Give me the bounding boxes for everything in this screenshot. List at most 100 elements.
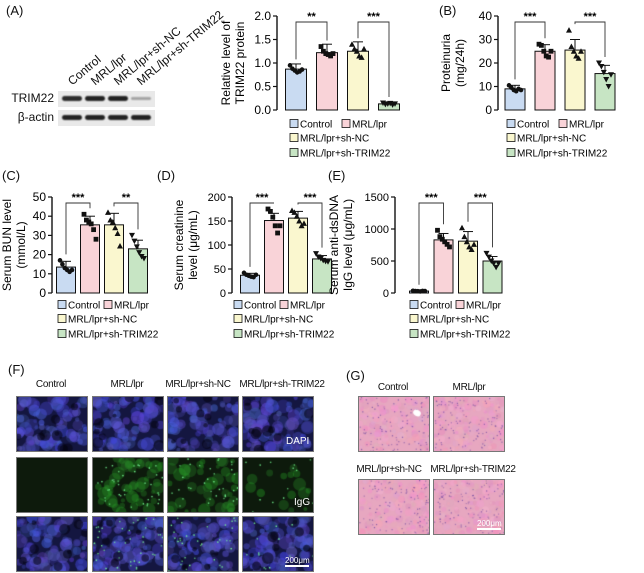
legend-swatch — [233, 300, 243, 309]
data-point — [598, 64, 605, 70]
data-point — [447, 244, 452, 250]
significance-bracket — [113, 202, 139, 230]
bar-MRL/lpr+sh-TRIM22 — [378, 103, 400, 111]
legend-swatch — [409, 300, 419, 309]
legend-swatch — [506, 133, 516, 142]
data-point — [109, 218, 116, 225]
y-tick-label: 100 — [208, 240, 226, 252]
legend-label: MRL/lpr+sh-NC — [68, 315, 137, 326]
bar-MRL/lpr+sh-TRIM22 — [128, 248, 148, 294]
data-point — [141, 255, 147, 262]
chart-A: 0.0 0.5 1.0 1.5 2.0 Relative level of TRIM22 p… — [219, 9, 400, 160]
y-axis-label: Serum BUN level — [0, 199, 14, 291]
data-point — [439, 236, 445, 242]
legend-swatch — [409, 329, 419, 338]
igg-tag: IgG — [294, 497, 311, 508]
fluorescence-image — [92, 516, 164, 572]
legend-swatch — [233, 314, 243, 323]
y-tick-label: 150 — [208, 216, 226, 228]
data-point — [315, 254, 322, 260]
data-point — [353, 48, 360, 54]
legend-swatch — [57, 314, 67, 323]
he-stained-image — [358, 396, 430, 452]
blot-band — [108, 115, 128, 120]
data-point — [600, 69, 607, 76]
chart-E: 0 500 1000 1500 Serum anti-dsDNA IgG level (μ… — [327, 192, 511, 341]
bar-MRL/lpr+sh-NC — [564, 49, 586, 111]
legend-label: Control — [517, 120, 549, 131]
column-title: Control — [377, 382, 409, 393]
significance-label: *** — [584, 11, 598, 23]
blot-band — [108, 96, 128, 101]
bar-Control — [285, 68, 307, 111]
legend-swatch — [289, 133, 299, 142]
legend-label: MRL/lpr — [114, 301, 150, 312]
data-point — [301, 220, 307, 226]
data-point — [325, 259, 331, 265]
legend-label: MRL/lpr+sh-TRIM22 — [244, 330, 335, 341]
significance-label: *** — [474, 192, 488, 204]
legend-swatch — [409, 314, 419, 323]
y-axis-label: (mg/24h) — [453, 39, 467, 87]
significance-label: ** — [122, 192, 131, 204]
y-tick-label: 20 — [33, 248, 47, 262]
data-point — [272, 223, 278, 229]
data-point — [277, 223, 283, 229]
column-title: MRL/lpr+sh-TRIM22 — [239, 379, 325, 390]
legend-label: MRL/lpr+sh-NC — [517, 134, 586, 145]
data-point — [546, 54, 551, 60]
panel-label-b: (B) — [439, 3, 457, 18]
legend-swatch — [57, 329, 67, 338]
data-point — [495, 261, 502, 267]
fluorescence-image — [16, 396, 88, 452]
data-point — [539, 42, 544, 48]
bar-MRL/lpr — [316, 52, 338, 111]
fluorescence-image — [16, 457, 88, 513]
data-point — [518, 87, 524, 93]
data-point — [114, 230, 121, 236]
bar-charts: 0.0 0.5 1.0 1.5 2.0 Relative level of TRIM22 p… — [0, 9, 616, 341]
significance-bracket — [357, 21, 390, 97]
data-point — [69, 267, 75, 273]
legend-label: MRL/lpr — [352, 120, 388, 131]
blot-band — [131, 97, 151, 100]
scale-bar-f: 200μm — [285, 556, 310, 567]
bar-MRL/lpr+sh-NC — [288, 217, 308, 294]
he-stained-image — [433, 479, 505, 535]
data-point — [313, 251, 319, 257]
bar-MRL/lpr+sh-NC — [347, 50, 369, 111]
significance-label: *** — [304, 192, 318, 204]
blot-band — [62, 115, 82, 120]
y-axis-label: IgG level (μg/mL) — [341, 199, 355, 291]
legend-swatch — [233, 329, 243, 338]
data-point — [596, 60, 602, 66]
fluorescence-image — [167, 516, 239, 572]
y-tick-label: 0.0 — [254, 103, 271, 117]
legend-label: MRL/lpr+sh-TRIM22 — [68, 330, 159, 341]
y-tick-label: 0 — [220, 288, 226, 300]
bar-MRL/lpr — [80, 224, 100, 294]
legend-label: MRL/lpr+sh-TRIM22 — [517, 149, 608, 160]
data-point — [57, 258, 63, 263]
significance-bracket — [249, 202, 274, 267]
y-tick-label: 1.0 — [254, 56, 271, 70]
y-tick-label: 10 — [479, 80, 493, 94]
data-point — [575, 55, 582, 61]
column-title: Control — [35, 379, 67, 390]
significance-label: *** — [425, 192, 439, 204]
y-tick-label: 500 — [371, 256, 389, 268]
y-tick-label: 0 — [383, 288, 389, 300]
chart-B: 0 10 20 30 40 Proteinuria (mg/24h) *** *** Contro… — [439, 9, 616, 160]
significance-bracket — [514, 21, 546, 80]
legend-label: MRL/lpr+sh-TRIM22 — [300, 149, 391, 160]
legend-label: MRL/lpr+sh-NC — [420, 315, 489, 326]
y-tick-label: 10 — [33, 267, 47, 281]
significance-bracket — [65, 202, 91, 255]
panel-label-a: (A) — [6, 3, 24, 18]
data-point — [105, 209, 111, 215]
data-point — [318, 44, 324, 49]
data-point — [299, 67, 305, 72]
y-tick-label: 20 — [479, 56, 493, 70]
